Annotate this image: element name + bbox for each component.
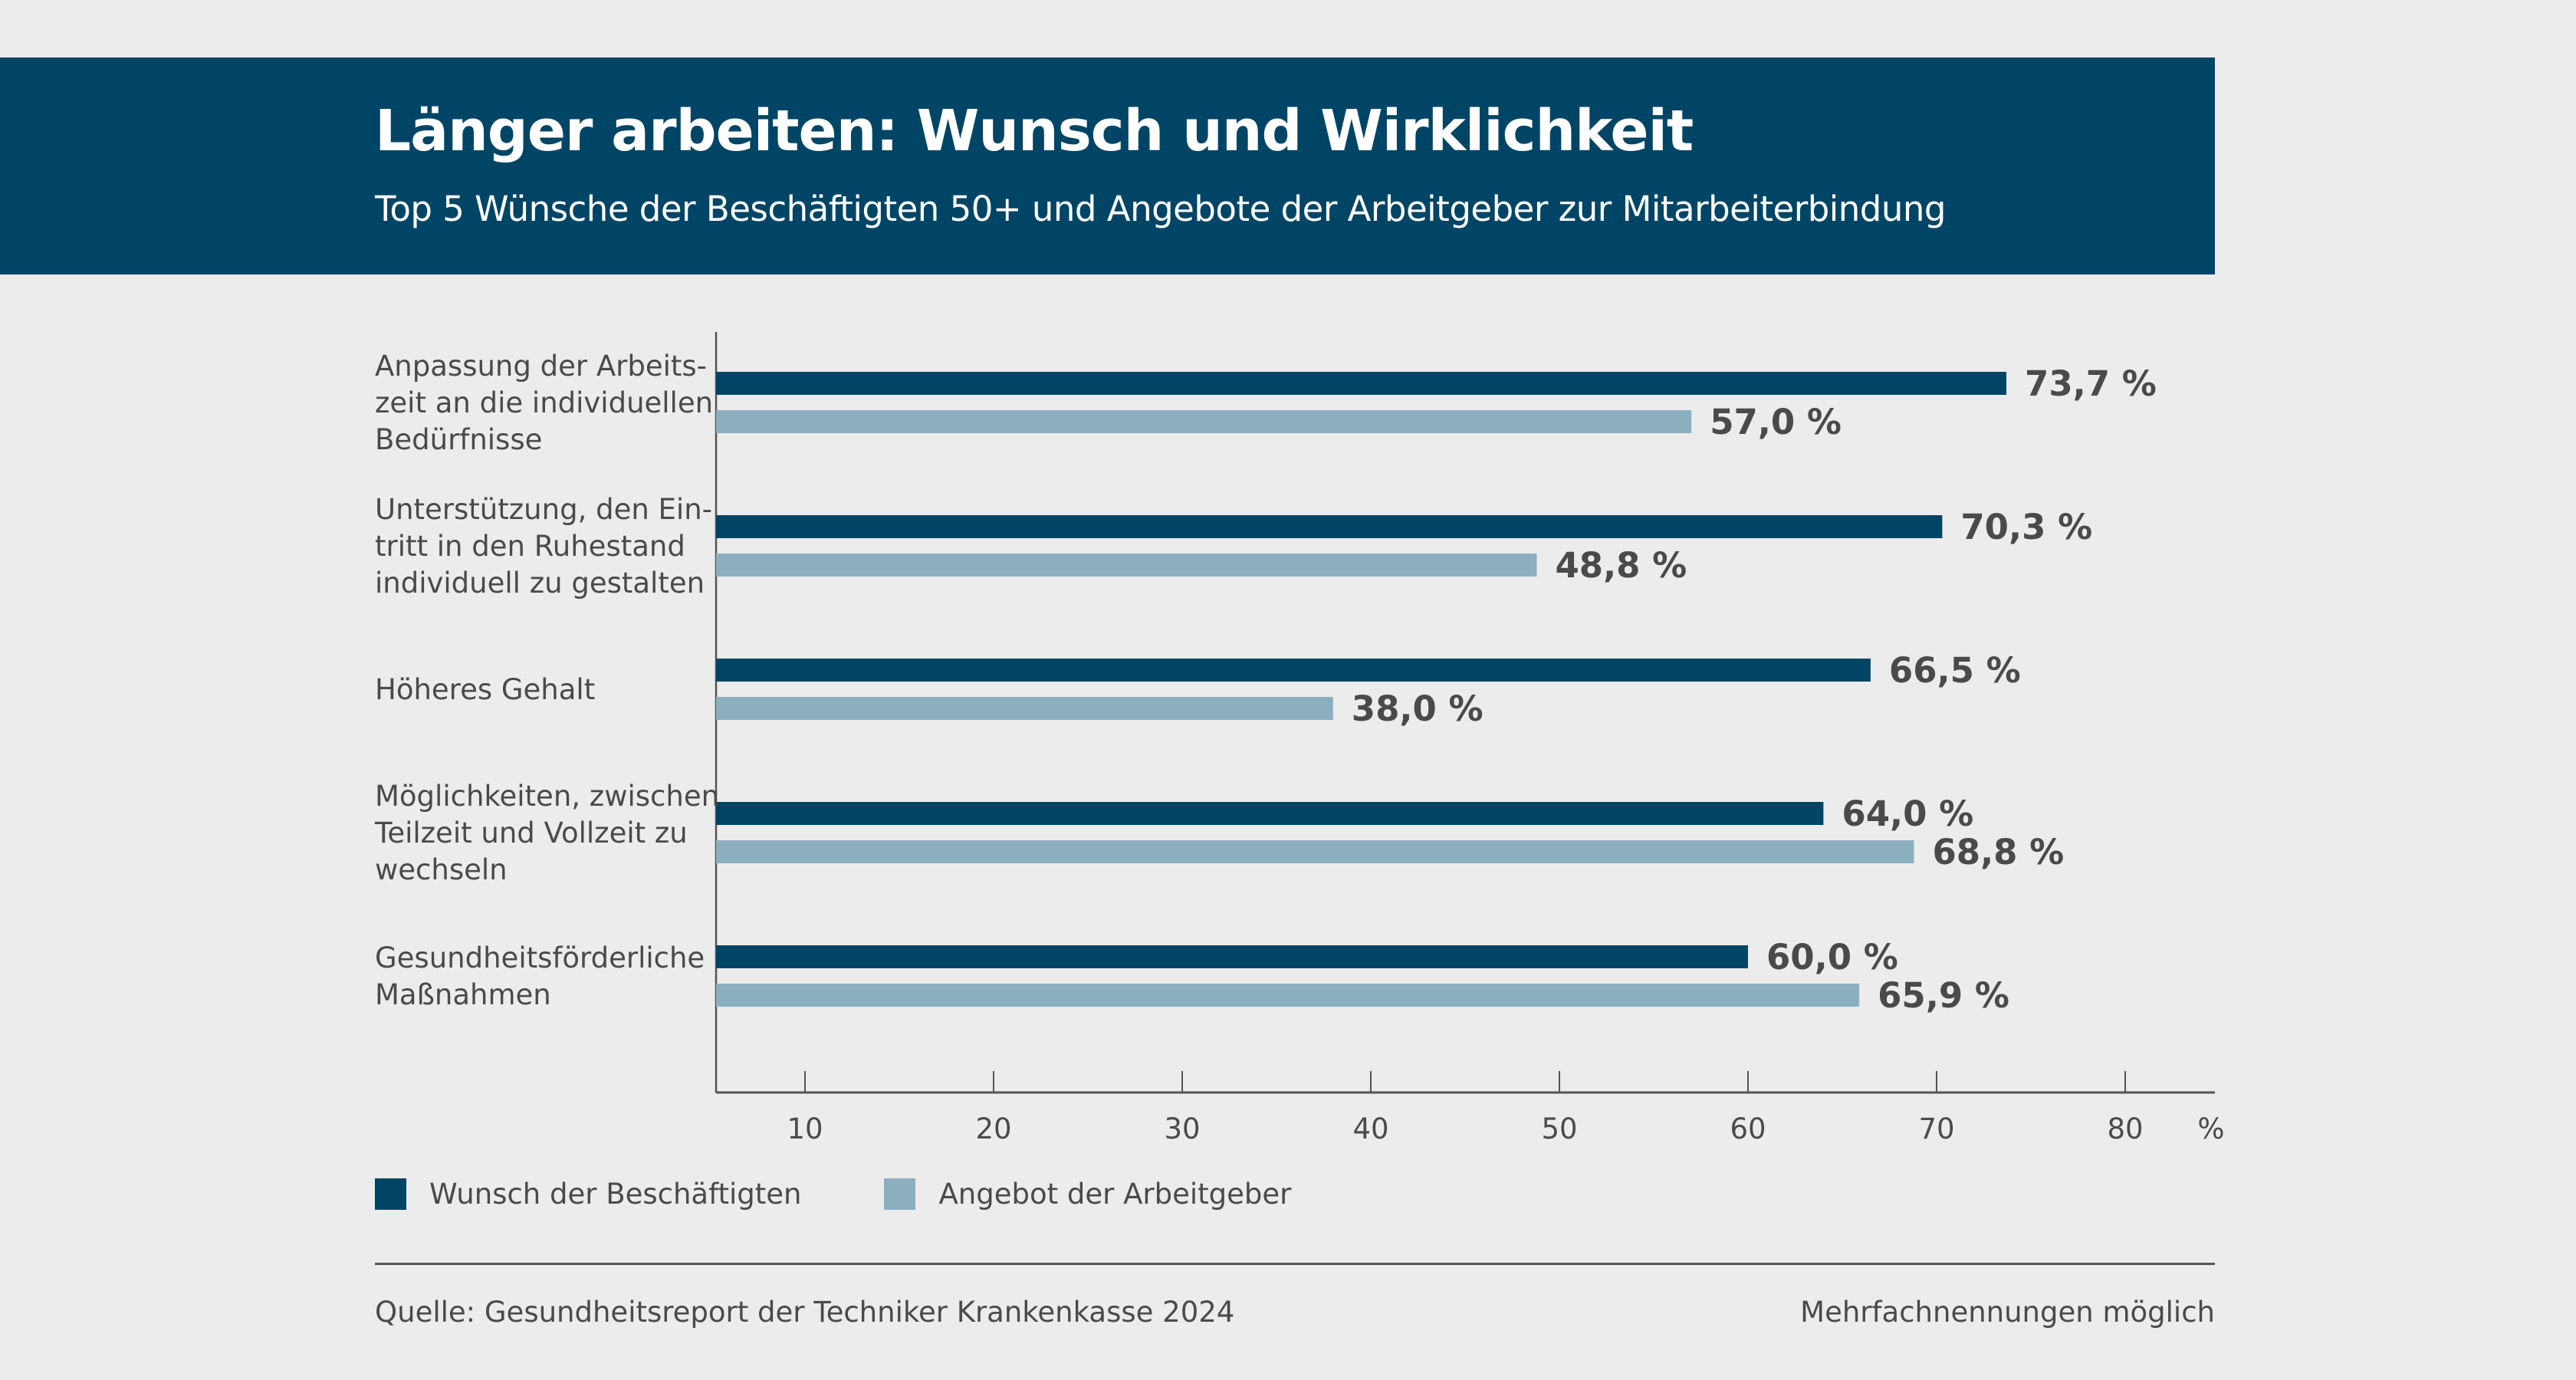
category-label-line: Bedürfnisse [375, 423, 542, 456]
category-label: Gesundheitsförderliche Maßnahmen [375, 941, 705, 1011]
legend-item-wunsch: Wunsch der Beschäftigten [375, 1178, 801, 1211]
category-label-line: Unterstützung, den Ein- [375, 493, 712, 526]
bar-value-label: 38,0 % [1352, 688, 1484, 729]
category-label-line: Möglichkeiten, zwischen [375, 780, 719, 813]
x-tick-label: 30 [1164, 1112, 1200, 1145]
category-label-line: wechseln [375, 853, 508, 886]
bar [716, 372, 2007, 395]
category-label-line: individuell zu gestalten [375, 567, 705, 600]
category-label: Anpassung der Arbeits-zeit an die indivi… [375, 350, 713, 456]
bar [716, 945, 1748, 968]
legend-swatch-angebot [884, 1178, 916, 1210]
bar-value-label: 60,0 % [1766, 937, 1898, 978]
bar-value-label: 48,8 % [1555, 545, 1687, 586]
x-tick-label: 50 [1541, 1112, 1577, 1145]
category-label-line: Maßnahmen [375, 978, 551, 1011]
x-tick-label: 60 [1730, 1112, 1766, 1145]
bar [716, 410, 1692, 433]
multiple-answers-note: Mehrfachnennungen möglich [1800, 1296, 2215, 1329]
category-label: Höheres Gehalt [375, 673, 595, 706]
bar [716, 840, 1914, 863]
source-note: Quelle: Gesundheitsreport der Techniker … [375, 1296, 1235, 1329]
bar [716, 802, 1824, 825]
category-label-line: Teilzeit und Vollzeit zu [374, 816, 688, 849]
legend-label-angebot: Angebot der Arbeitgeber [938, 1178, 1292, 1211]
category-label: Unterstützung, den Ein-tritt in den Ruhe… [375, 493, 712, 600]
category-label-line: tritt in den Ruhestand [375, 530, 685, 563]
category-label-line: Gesundheitsförderliche [375, 941, 705, 974]
legend-swatch-wunsch [375, 1178, 406, 1210]
bar-value-label: 68,8 % [1932, 832, 2064, 872]
x-tick-label: 40 [1352, 1112, 1388, 1145]
bar [716, 554, 1537, 577]
x-tick-label: 80 [2107, 1112, 2143, 1145]
bar [716, 984, 1860, 1007]
category-label-line: Höheres Gehalt [375, 673, 595, 706]
bar [716, 659, 1871, 682]
bar-value-label: 65,9 % [1878, 975, 2009, 1016]
x-unit-label: % [2197, 1112, 2224, 1145]
legend-item-angebot: Angebot der Arbeitgeber [884, 1178, 1291, 1211]
legend: Wunsch der Beschäftigten Angebot der Arb… [375, 1178, 1374, 1211]
category-label-line: zeit an die individuellen [375, 386, 713, 419]
x-tick-label: 20 [975, 1112, 1011, 1145]
bar-value-label: 70,3 % [1960, 507, 2092, 547]
category-label: Möglichkeiten, zwischen Teilzeit und Voll… [374, 780, 719, 886]
footer-divider [375, 1263, 2215, 1265]
category-label-line: Anpassung der Arbeits- [375, 350, 707, 383]
chart-title: Länger arbeiten: Wunsch und Wirklichkeit [375, 98, 1694, 164]
bar [716, 697, 1333, 720]
bar-value-label: 57,0 % [1710, 402, 1842, 442]
legend-label-wunsch: Wunsch der Beschäftigten [429, 1178, 802, 1211]
header-banner [0, 58, 2215, 274]
bar-value-label: 64,0 % [1842, 794, 1973, 834]
bar-value-label: 73,7 % [2025, 363, 2157, 404]
x-tick-label: 70 [1918, 1112, 1954, 1145]
bar [716, 515, 1943, 538]
bar-value-label: 66,5 % [1889, 650, 2021, 691]
chart-subtitle: Top 5 Wünsche der Beschäftigten 50+ und … [375, 189, 1946, 229]
x-tick-label: 10 [787, 1112, 823, 1145]
